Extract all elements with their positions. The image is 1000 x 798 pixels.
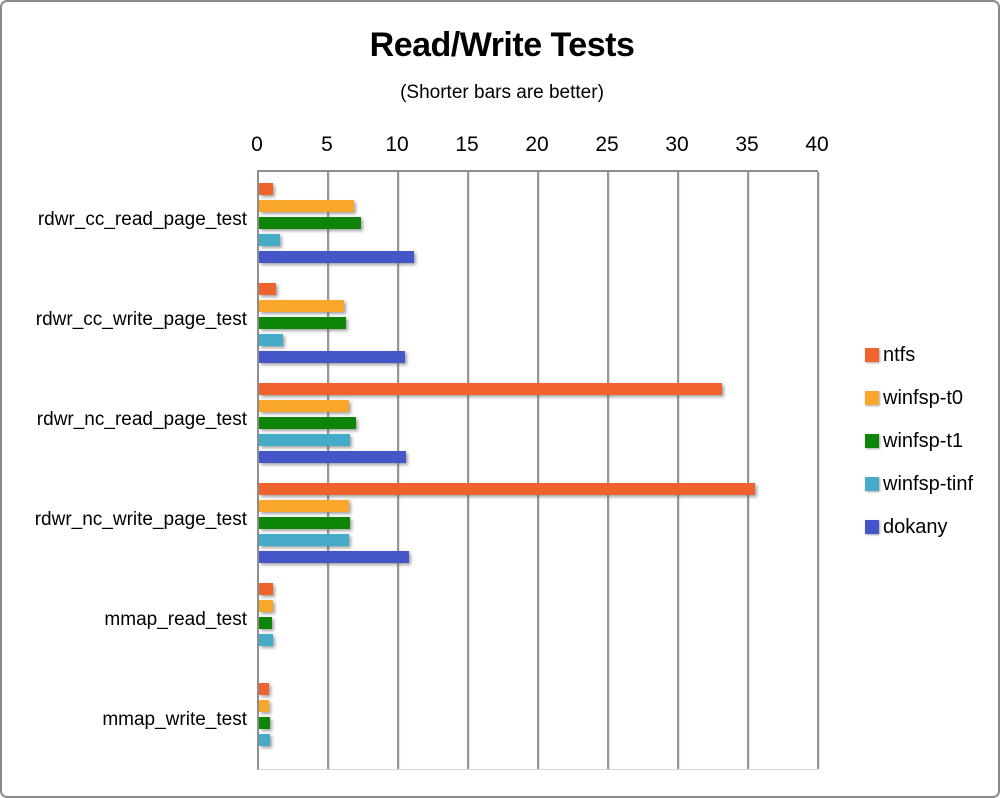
bar-winfsp-t1	[259, 717, 271, 729]
x-tick-label: 40	[805, 133, 829, 156]
x-tick-label: 10	[385, 133, 409, 156]
gridline	[537, 172, 539, 769]
bar-winfsp-tinf	[259, 534, 349, 546]
bar-winfsp-tinf	[259, 334, 283, 346]
legend-label: dokany	[883, 516, 948, 538]
chart-title: Read/Write Tests	[369, 26, 635, 64]
bar-dokany	[259, 451, 406, 463]
gridline	[327, 172, 329, 769]
legend-label: winfsp-t1	[883, 430, 964, 452]
category-label: mmap_write_test	[102, 709, 247, 730]
bar-winfsp-t1	[259, 317, 346, 329]
bar-winfsp-tinf	[259, 434, 350, 446]
legend: ntfs winfsp-t0 winfsp-t1 winfsp-tinf dokany	[865, 343, 973, 539]
plot-area	[257, 170, 819, 770]
bar-winfsp-tinf	[259, 734, 271, 746]
legend-entry-winfsp-t1: winfsp-t1	[865, 429, 973, 453]
chart-subtitle: (Shorter bars are better)	[400, 82, 604, 103]
category-label: rdwr_nc_write_page_test	[34, 509, 247, 530]
legend-swatch-icon	[865, 391, 879, 405]
bar-ntfs	[259, 383, 723, 395]
x-tick-label: 0	[251, 133, 263, 156]
legend-entry-dokany: dokany	[865, 515, 973, 539]
legend-label: winfsp-t0	[883, 387, 964, 409]
bar-ntfs	[259, 683, 269, 695]
legend-label: winfsp-tinf	[883, 473, 974, 495]
bar-winfsp-t0	[259, 600, 273, 612]
x-tick-label: 30	[665, 133, 689, 156]
bar-winfsp-t0	[259, 300, 345, 312]
legend-entry-winfsp-tinf: winfsp-tinf	[865, 472, 973, 496]
bar-winfsp-tinf	[259, 234, 280, 246]
gridline	[677, 172, 679, 769]
gridline	[467, 172, 469, 769]
x-tick-label: 15	[455, 133, 479, 156]
legend-label: ntfs	[883, 344, 916, 366]
gridline	[397, 172, 399, 769]
bar-ntfs	[259, 283, 276, 295]
legend-swatch-icon	[865, 477, 879, 491]
gridline	[607, 172, 609, 769]
bar-ntfs	[259, 183, 273, 195]
bar-winfsp-t1	[259, 417, 356, 429]
bar-winfsp-t0	[259, 700, 269, 712]
bar-ntfs	[259, 483, 755, 495]
bar-winfsp-t1	[259, 617, 272, 629]
bar-winfsp-t1	[259, 517, 350, 529]
category-label: rdwr_cc_read_page_test	[37, 209, 247, 230]
gridline	[747, 172, 749, 769]
legend-swatch-icon	[865, 348, 879, 362]
gridline	[817, 172, 819, 769]
bar-ntfs	[259, 583, 273, 595]
bar-dokany	[259, 351, 405, 363]
bar-winfsp-tinf	[259, 634, 273, 646]
category-label: rdwr_cc_write_page_test	[35, 309, 247, 330]
legend-swatch-icon	[865, 520, 879, 534]
legend-entry-winfsp-t0: winfsp-t0	[865, 386, 973, 410]
x-tick-label: 35	[735, 133, 759, 156]
category-label: rdwr_nc_read_page_test	[36, 409, 247, 430]
bar-winfsp-t0	[259, 400, 349, 412]
x-tick-label: 25	[595, 133, 619, 156]
bar-winfsp-t1	[259, 217, 362, 229]
legend-entry-ntfs: ntfs	[865, 343, 973, 367]
legend-swatch-icon	[865, 434, 879, 448]
x-tick-label: 20	[525, 133, 549, 156]
bar-dokany	[259, 551, 409, 563]
bar-winfsp-t0	[259, 200, 355, 212]
x-tick-label: 5	[321, 133, 333, 156]
bar-dokany	[259, 251, 415, 263]
bar-winfsp-t0	[259, 500, 349, 512]
category-label: mmap_read_test	[104, 609, 247, 630]
